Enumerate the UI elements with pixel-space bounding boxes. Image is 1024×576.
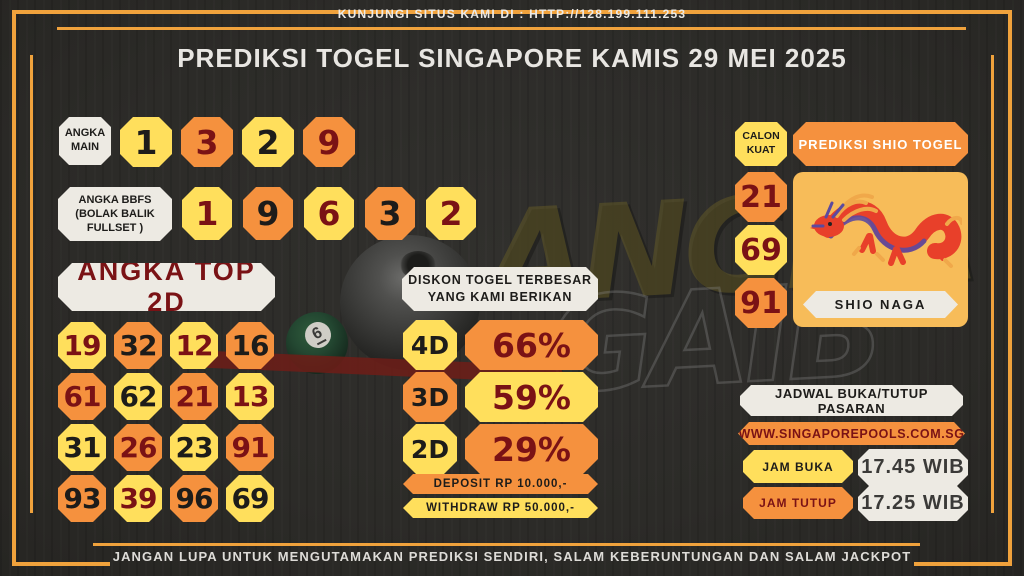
divider-line-top — [57, 27, 966, 30]
number-badge: 61 — [58, 373, 106, 420]
number-badge: 69 — [226, 475, 274, 522]
number-badge: 91 — [226, 424, 274, 471]
number-badge: 2 — [426, 187, 476, 240]
number-badge: 96 — [170, 475, 218, 522]
frame-border-bottom-right — [914, 562, 1012, 566]
close-time-label: JAM TUTUP — [743, 487, 853, 519]
ball-number-circle: 6 — [300, 317, 336, 353]
discount-percent-value: 29% — [465, 424, 598, 474]
dragon-illustration — [810, 193, 962, 268]
number-badge: 3 — [365, 187, 415, 240]
number-badge: 16 — [226, 322, 274, 369]
page-title: PREDIKSI TOGEL SINGAPORE KAMIS 29 MEI 20… — [177, 43, 847, 73]
site-url-banner[interactable]: KUNJUNGI SITUS KAMI DI : HTTP://128.199.… — [337, 7, 687, 21]
number-badge: 31 — [58, 424, 106, 471]
singaporepools-link[interactable]: WWW.SINGAPOREPOOLS.COM.SG — [738, 422, 965, 445]
frame-border-top — [12, 10, 1012, 14]
number-badge: 13 — [226, 373, 274, 420]
number-badge: 3 — [181, 117, 233, 167]
number-badge: 32 — [114, 322, 162, 369]
discount-percent-value: 59% — [465, 372, 598, 422]
ball-number: 6 — [308, 324, 328, 346]
shio-zodiac-panel: SHIO NAGA — [793, 172, 968, 327]
close-time-value: 17.25 WIB — [858, 486, 968, 521]
number-badge: 91 — [735, 278, 787, 328]
number-badge: 21 — [735, 172, 787, 222]
number-badge: 1 — [182, 187, 232, 240]
number-badge: 9 — [303, 117, 355, 167]
number-badge: 9 — [243, 187, 293, 240]
discount-type-label: 3D — [403, 372, 457, 422]
divider-line-left — [30, 55, 33, 513]
frame-border-bottom-left — [12, 562, 110, 566]
divider-line-right — [991, 55, 994, 513]
number-badge: 93 — [58, 475, 106, 522]
open-time-value: 17.45 WIB — [858, 449, 968, 486]
divider-line-bottom — [93, 543, 920, 546]
angka-main-label: ANGKA MAIN — [59, 117, 111, 165]
discount-type-label: 2D — [403, 424, 457, 474]
frame-border-left — [12, 10, 16, 566]
shio-name-banner: SHIO NAGA — [803, 291, 958, 318]
footer-disclaimer: JANGAN LUPA UNTUK MENGUTAMAKAN PREDIKSI … — [112, 549, 912, 564]
discount-header: DISKON TOGEL TERBESAR YANG KAMI BERIKAN — [402, 267, 598, 311]
number-badge: 21 — [170, 373, 218, 420]
number-badge: 39 — [114, 475, 162, 522]
open-time-label: JAM BUKA — [743, 450, 853, 483]
number-badge: 1 — [120, 117, 172, 167]
angka-top-2d-grid: 19 32 12 16 61 62 21 13 31 26 23 91 93 39 96 69 — [58, 322, 274, 522]
number-badge: 6 — [304, 187, 354, 240]
number-badge: 19 — [58, 322, 106, 369]
number-badge: 2 — [242, 117, 294, 167]
number-badge: 62 — [114, 373, 162, 420]
shio-strong-numbers: 21 69 91 — [735, 172, 787, 328]
discount-type-label: 4D — [403, 320, 457, 370]
shio-prediction-header: PREDIKSI SHIO TOGEL — [793, 122, 968, 166]
calon-kuat-label: CALON KUAT — [735, 122, 787, 166]
withdraw-banner: WITHDRAW RP 50.000,- — [403, 498, 598, 518]
discount-row: 3D 59% — [403, 372, 598, 422]
angka-bbfs-label: ANGKA BBFS (BOLAK BALIK FULLSET ) — [58, 187, 172, 241]
discount-row: 4D 66% — [403, 320, 598, 370]
number-badge: 69 — [735, 225, 787, 275]
discount-table: 4D 66% 3D 59% 2D 29% — [403, 320, 598, 474]
number-badge: 26 — [114, 424, 162, 471]
number-badge: 12 — [170, 322, 218, 369]
discount-percent-value: 66% — [465, 320, 598, 370]
schedule-header: JADWAL BUKA/TUTUP PASARAN — [740, 385, 963, 416]
number-badge: 23 — [170, 424, 218, 471]
deposit-banner: DEPOSIT RP 10.000,- — [403, 474, 598, 494]
discount-row: 2D 29% — [403, 424, 598, 474]
frame-border-right — [1008, 10, 1012, 566]
angka-top-2d-label: ANGKA TOP 2D — [58, 263, 275, 311]
